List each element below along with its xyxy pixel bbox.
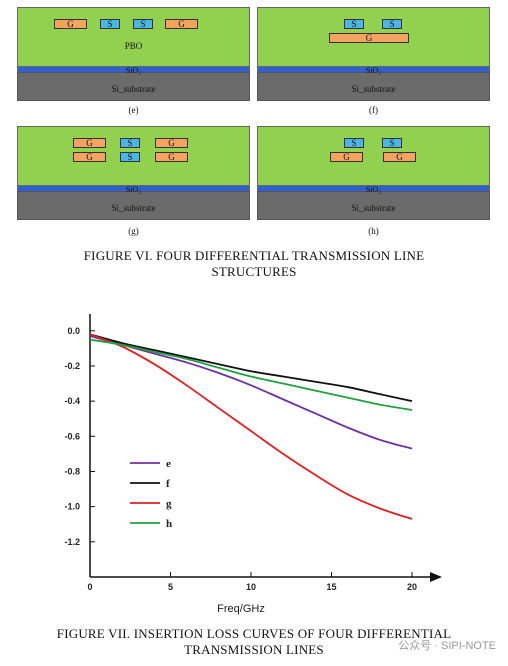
signal-trace: S <box>344 19 364 29</box>
sio2-layer <box>17 186 250 191</box>
figure-7-caption: FIGURE VII. INSERTION LOSS CURVES OF FOU… <box>0 626 508 658</box>
pbo-layer <box>17 7 250 67</box>
si-substrate-layer <box>257 72 490 101</box>
series-line-f <box>89 333 413 403</box>
ground-trace: G <box>54 19 87 29</box>
ground-trace: G <box>330 152 363 162</box>
si-label: Si_substrate <box>351 203 396 213</box>
si-label: Si_substrate <box>351 84 396 94</box>
legend-label-f: f <box>166 478 170 490</box>
diagram-panel-f: SiO₂ Si_substrate S S G <box>257 7 490 101</box>
figure-6-caption-line-2: STRUCTURES <box>211 264 297 279</box>
y-tick-label: 0.0 <box>67 326 80 336</box>
chart-series <box>89 333 413 520</box>
ground-trace: G <box>383 152 416 162</box>
signal-trace: S <box>100 19 120 29</box>
ground-trace: G <box>329 33 409 43</box>
signal-trace: S <box>382 138 402 148</box>
series-line-e <box>89 335 413 450</box>
x-axis-arrow <box>430 572 442 582</box>
ground-trace: G <box>155 138 188 148</box>
y-tick-label: -0.8 <box>64 466 80 476</box>
panel-caption-e: (e) <box>128 105 139 115</box>
ground-trace: G <box>165 19 198 29</box>
figure-6-caption: FIGURE VI. FOUR DIFFERENTIAL TRANSMISSIO… <box>0 248 508 280</box>
pbo-label: PBO <box>124 41 143 51</box>
si-label: Si_substrate <box>111 84 156 94</box>
diagram-panel-g: SiO₂ Si_substrate G S G G S G <box>17 126 250 220</box>
figure-6-caption-line-1: FIGURE VI. FOUR DIFFERENTIAL TRANSMISSIO… <box>83 248 425 263</box>
y-tick-label: -0.4 <box>64 396 80 406</box>
watermark: 公众号 · SIPI-NOTE <box>398 640 496 652</box>
diagram-panel-h: SiO₂ Si_substrate S S G G <box>257 126 490 220</box>
x-tick-label: 5 <box>168 582 173 592</box>
x-axis-label: Freq/GHz <box>217 603 265 615</box>
y-tick-label: -1.2 <box>64 537 80 547</box>
sio2-label: SiO₂ <box>365 185 382 194</box>
series-line-g <box>89 333 413 520</box>
ground-trace: G <box>73 152 106 162</box>
legend-label-g: g <box>166 498 172 510</box>
legend-label-e: e <box>166 458 171 470</box>
si-substrate-layer <box>17 191 250 220</box>
signal-trace: S <box>382 19 402 29</box>
legend-label-h: h <box>166 518 172 530</box>
panel-caption-h: (h) <box>368 226 379 236</box>
pbo-layer <box>257 126 490 186</box>
x-tick-label: 0 <box>87 582 92 592</box>
series-line-h <box>89 338 413 411</box>
y-tick-label: -0.6 <box>64 431 80 441</box>
chart-axes: 0.0 -0.2 -0.4 -0.6 -0.8 -1.0 -1.2 0 5 10 15 20 Freq/… <box>64 314 442 615</box>
y-tick-label: -0.2 <box>64 361 80 371</box>
figure-7-caption-line-2: TRANSMISSION LINES <box>184 642 324 657</box>
sio2-layer <box>257 186 490 191</box>
x-tick-label: 15 <box>326 582 336 592</box>
ground-trace: G <box>155 152 188 162</box>
sio2-label: SiO₂ <box>365 66 382 75</box>
insertion-loss-chart: 0.0 -0.2 -0.4 -0.6 -0.8 -1.0 -1.2 0 5 10 15 20 Freq/… <box>64 314 442 615</box>
sio2-layer <box>17 67 250 72</box>
signal-trace: S <box>344 138 364 148</box>
y-tick-label: -1.0 <box>64 502 80 512</box>
signal-trace: S <box>120 152 140 162</box>
signal-trace: S <box>133 19 153 29</box>
panel-caption-f: (f) <box>369 105 378 115</box>
sio2-label: SiO₂ <box>125 66 142 75</box>
ground-trace: G <box>73 138 106 148</box>
si-substrate-layer <box>17 72 250 101</box>
signal-trace: S <box>120 138 140 148</box>
x-tick-label: 20 <box>407 582 417 592</box>
panel-caption-g: (g) <box>128 226 139 236</box>
si-substrate-layer <box>257 191 490 220</box>
diagram-panel-e: PBO SiO₂ Si_substrate G S S G <box>17 7 250 101</box>
figure-7-caption-line-1: FIGURE VII. INSERTION LOSS CURVES OF FOU… <box>56 626 452 641</box>
si-label: Si_substrate <box>111 203 156 213</box>
x-tick-label: 10 <box>246 582 256 592</box>
sio2-label: SiO₂ <box>125 185 142 194</box>
sio2-layer <box>257 67 490 72</box>
